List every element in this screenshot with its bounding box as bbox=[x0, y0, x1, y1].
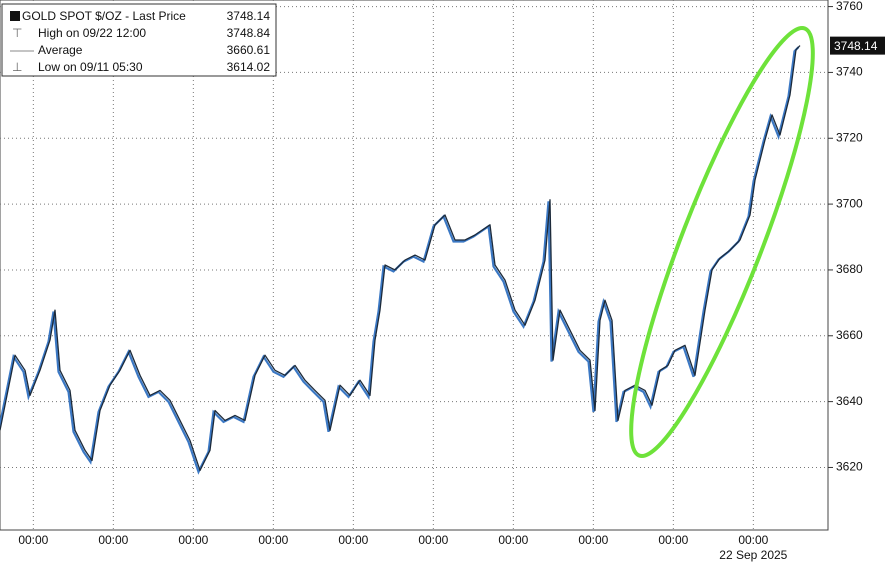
last-price-tag bbox=[830, 36, 885, 55]
x-tick-label: 00:00 bbox=[738, 533, 768, 547]
y-tick-label: 3720 bbox=[836, 130, 863, 144]
legend-value: 3748.84 bbox=[227, 26, 271, 40]
x-tick-label: 00:00 bbox=[338, 533, 368, 547]
legend-value: 3748.14 bbox=[227, 9, 271, 23]
x-tick-label: 00:00 bbox=[18, 533, 48, 547]
legend: GOLD SPOT $/OZ - Last Price 3748.14 ⊤ Hi… bbox=[1, 3, 277, 77]
legend-icon: ⊥ bbox=[12, 60, 22, 74]
y-tick-label: 3700 bbox=[836, 196, 863, 210]
y-tick-label: 3640 bbox=[836, 394, 863, 408]
price-line-shadow bbox=[0, 46, 800, 475]
legend-icon: ⊤ bbox=[12, 26, 22, 40]
x-tick-label: 00:00 bbox=[578, 533, 608, 547]
legend-value: 3660.61 bbox=[227, 43, 271, 57]
highlight-ellipse bbox=[629, 26, 815, 458]
x-tick-label: 00:00 bbox=[178, 533, 208, 547]
y-tick-label: 3620 bbox=[836, 460, 863, 474]
legend-label: Low on 09/11 05:30 bbox=[38, 60, 143, 74]
legend-swatch bbox=[10, 11, 20, 21]
y-tick-label: 3680 bbox=[836, 262, 863, 276]
plot bbox=[0, 45, 801, 475]
legend-value: 3614.02 bbox=[227, 60, 271, 74]
axes: 3620 3640 3660 3680 3700 3720 3740 3760 00:00 00:… bbox=[18, 0, 885, 562]
legend-label: GOLD SPOT $/OZ - Last Price bbox=[22, 9, 186, 23]
x-tick-label: 00:00 bbox=[98, 533, 128, 547]
plot-frame bbox=[0, 0, 829, 531]
y-tick-label: 3740 bbox=[836, 65, 863, 79]
price-line bbox=[0, 45, 801, 472]
legend-label: Average bbox=[38, 43, 83, 57]
y-tick-label: 3660 bbox=[836, 328, 863, 342]
x-tick-label: 00:00 bbox=[258, 533, 288, 547]
x-tick-label: 00:00 bbox=[658, 533, 688, 547]
x-tick-label: 00:00 bbox=[418, 533, 448, 547]
legend-box bbox=[1, 3, 277, 77]
last-price-label: 3748.14 bbox=[834, 39, 878, 53]
y-tick-label: 3760 bbox=[836, 0, 863, 13]
grid bbox=[0, 0, 828, 530]
legend-label: High on 09/22 12:00 bbox=[38, 26, 146, 40]
x-date-label: 22 Sep 2025 bbox=[719, 548, 787, 562]
x-tick-label: 00:00 bbox=[498, 533, 528, 547]
